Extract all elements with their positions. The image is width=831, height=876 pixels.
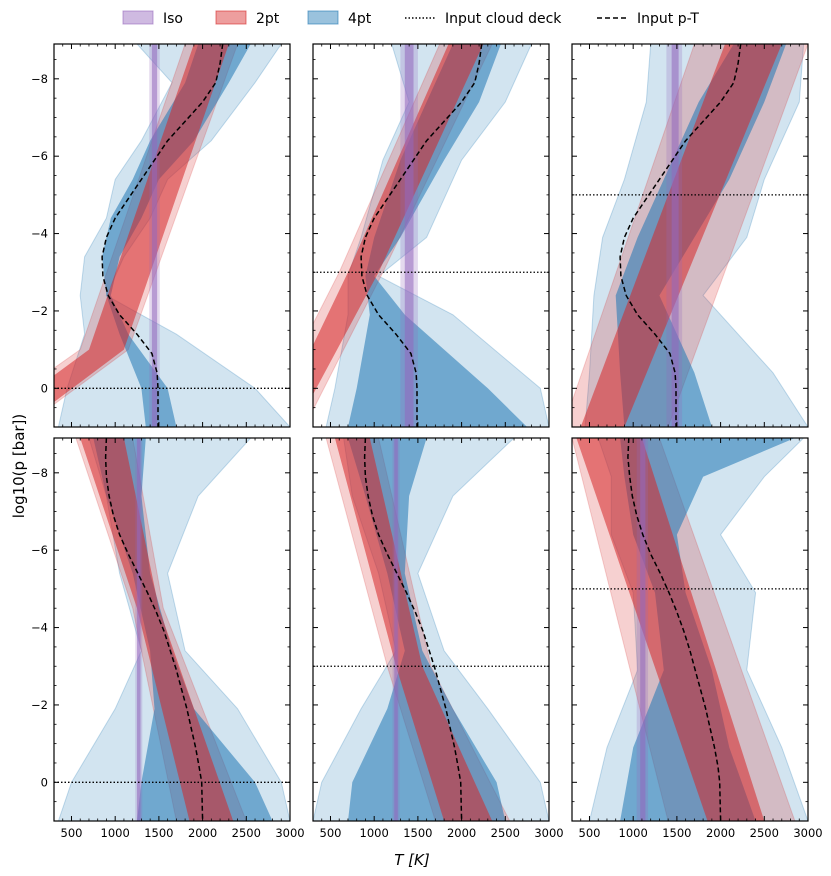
x-tick-label: 1500 xyxy=(662,826,691,840)
y-axis-label: log10(p [bar]) xyxy=(10,414,28,519)
panel-r1-c0: 500 1000 1500 2000 2500 3000 0 −2 −4 −6 −8 xyxy=(31,437,305,840)
band-2pt-inner xyxy=(54,44,229,403)
ticks xyxy=(572,44,809,427)
x-tick-label: 2500 xyxy=(491,826,520,840)
band-iso-inner xyxy=(404,44,414,427)
panel-r1-c1: 500 1000 1500 2000 2500 3000 xyxy=(312,437,564,840)
ticks: 500 1000 1500 2000 2500 3000 0 −2 −4 −6 −8 xyxy=(31,438,305,840)
y-tick-label: −6 xyxy=(31,149,48,163)
legend-swatch xyxy=(122,10,154,25)
panel-r0-c0: 0 −2 −4 −6 −8 xyxy=(31,43,291,428)
x-axis-label-text: T [K] xyxy=(394,851,430,869)
panel-r1-c2: 500 1000 1500 2000 2500 3000 xyxy=(571,437,823,840)
panel-r0-c2 xyxy=(571,43,809,428)
x-axis-label: T [K] xyxy=(394,851,430,869)
x-tick-label: 2500 xyxy=(232,826,261,840)
x-tick-label: 1500 xyxy=(403,826,432,840)
band-2pt-inner xyxy=(313,44,484,395)
input-pT-line xyxy=(360,44,483,427)
input-pT-line xyxy=(619,44,742,427)
band-iso-inner xyxy=(640,438,646,821)
legend-item-4pt: 4pt xyxy=(307,10,372,27)
legend-label: Iso xyxy=(163,11,183,27)
y-tick-label: −8 xyxy=(31,466,48,480)
x-tick-label: 2000 xyxy=(706,826,735,840)
panel-frame xyxy=(571,43,809,428)
legend-item-2pt: 2pt xyxy=(215,10,280,27)
x-tick-label: 3000 xyxy=(275,826,304,840)
legend-item-iso: Iso xyxy=(122,10,183,27)
x-tick-label: 1000 xyxy=(619,826,648,840)
legend-label: Input cloud deck xyxy=(445,11,562,27)
y-tick-label: −4 xyxy=(31,621,48,635)
panel-frame xyxy=(53,437,291,822)
ticks: 500 1000 1500 2000 2500 3000 xyxy=(572,438,823,840)
ticks xyxy=(313,44,550,427)
x-tick-label: 1500 xyxy=(144,826,173,840)
input-pT-line xyxy=(363,438,463,821)
band-iso-inner xyxy=(151,44,158,427)
y-axis-label-text: log10(p [bar]) xyxy=(10,414,28,519)
panel-frame xyxy=(571,437,809,822)
legend-item-input-cloud-deck: Input cloud deck xyxy=(405,11,562,27)
band-iso-inner xyxy=(394,438,398,821)
x-tick-label: 1000 xyxy=(360,826,389,840)
y-tick-label: −6 xyxy=(31,543,48,557)
y-tick-label: 0 xyxy=(41,381,48,395)
legend: Iso 2pt 4pt Input cloud deck Input p-T xyxy=(122,10,699,27)
band-2pt-inner xyxy=(576,438,765,821)
band-iso-inner xyxy=(137,438,141,821)
ticks: 500 1000 1500 2000 2500 3000 xyxy=(313,438,564,840)
input-pT-line xyxy=(627,438,722,821)
y-tick-label: 0 xyxy=(41,775,48,789)
legend-item-input-p-t: Input p-T xyxy=(597,11,699,27)
legend-swatch xyxy=(307,10,339,25)
y-tick-label: −4 xyxy=(31,227,48,241)
panel-frame xyxy=(312,437,550,822)
y-tick-label: −8 xyxy=(31,72,48,86)
band-2pt-inner xyxy=(334,438,493,821)
y-tick-label: −2 xyxy=(31,698,48,712)
x-tick-label: 500 xyxy=(320,826,342,840)
legend-swatch xyxy=(215,10,247,25)
panel-frame xyxy=(53,43,291,428)
x-tick-label: 2000 xyxy=(447,826,476,840)
legend-label: Input p-T xyxy=(637,11,699,27)
input-pT-line xyxy=(104,438,204,821)
band-2pt-inner xyxy=(580,44,782,427)
x-tick-label: 500 xyxy=(61,826,83,840)
x-tick-label: 1000 xyxy=(101,826,130,840)
panels-grid: 0 −2 −4 −6 −8 500 1000 1500 2000 2500 3000 0 −2 −4 −6 −… xyxy=(31,43,823,840)
panel-r0-c1 xyxy=(312,43,550,428)
legend-label: 2pt xyxy=(256,11,280,27)
band-iso-inner xyxy=(671,44,679,427)
legend-label: 4pt xyxy=(348,11,372,27)
y-tick-label: −2 xyxy=(31,304,48,318)
panel-frame xyxy=(312,43,550,428)
x-tick-label: 2500 xyxy=(750,826,779,840)
x-tick-label: 500 xyxy=(579,826,601,840)
band-2pt-inner xyxy=(80,438,234,821)
x-tick-label: 2000 xyxy=(188,826,217,840)
x-tick-label: 3000 xyxy=(534,826,563,840)
ticks: 0 −2 −4 −6 −8 xyxy=(31,44,291,427)
x-tick-label: 3000 xyxy=(793,826,822,840)
input-pT-line xyxy=(101,44,224,427)
